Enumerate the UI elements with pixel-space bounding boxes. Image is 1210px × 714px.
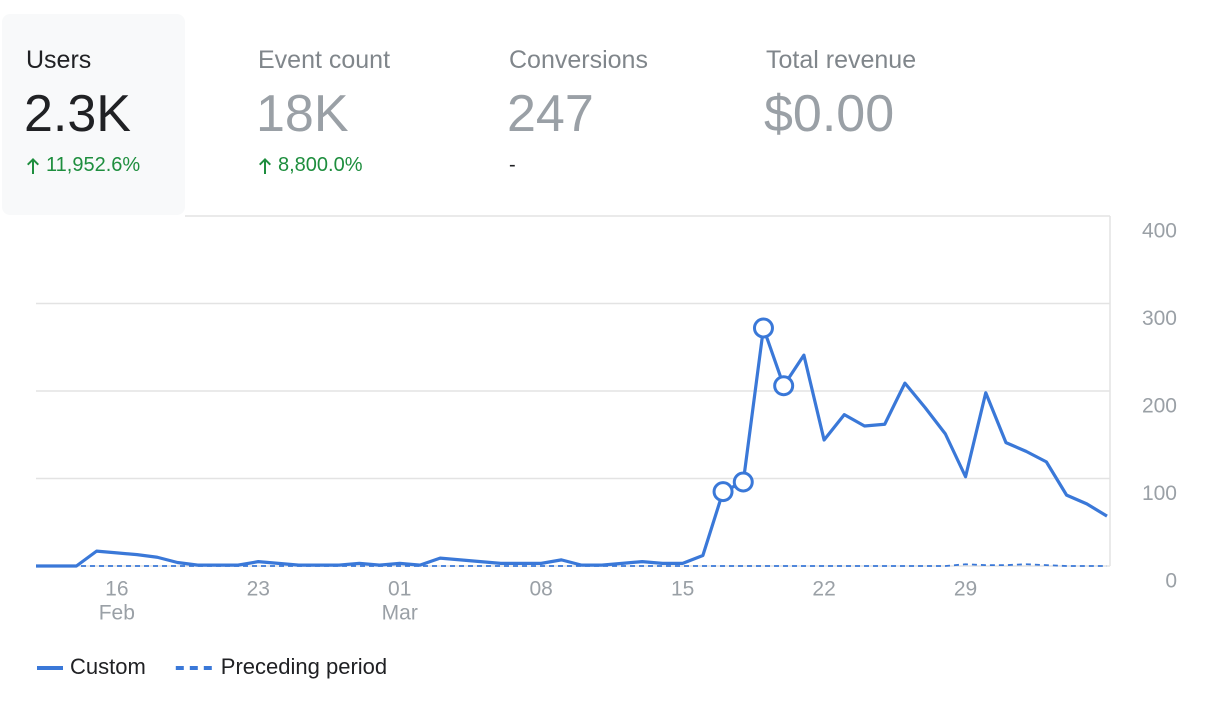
x-tick-month: Mar [382,602,418,625]
metric-label: Conversions [509,46,648,74]
metric-value: 247 [507,85,594,143]
x-tick-label: 08 [530,578,553,601]
metric-change-text: 11,952.6% [46,154,141,176]
highlight-point [732,471,754,493]
metric-card[interactable]: Total revenue $0.00 [742,14,992,215]
y-tick-label: 0 [1165,570,1177,593]
x-tick-label: 23 [247,578,270,601]
legend-item: Preceding period [175,654,387,679]
y-tick-label: 300 [1142,307,1177,330]
metric-change: 8,800.0% [258,154,363,177]
metric-card[interactable]: Conversions 247 - [485,14,725,215]
metric-value: 2.3K [24,85,131,143]
x-tick-label: 01 [388,578,411,601]
x-tick-label: 16 [105,578,128,601]
x-tick-label: 22 [812,578,835,601]
metric-change-text: 8,800.0% [278,154,363,176]
series-line [36,563,1107,567]
x-tick-month: Feb [99,602,135,625]
metric-change-text: - [509,154,516,176]
metric-change: - [509,154,516,177]
up-arrow [259,157,271,174]
highlight-point [712,481,734,503]
legend-label: Preceding period [221,654,387,679]
legend-label: Custom [70,654,146,679]
legend-item: Custom [37,654,146,679]
y-tick-label: 100 [1142,482,1177,505]
y-tick-label: 200 [1142,395,1177,418]
metric-card[interactable]: Event count 18K 8,800.0% [234,14,464,215]
up-arrow [27,157,39,174]
x-tick-label: 29 [954,578,977,601]
metric-label: Users [26,46,92,74]
metric-value: 18K [256,85,349,143]
metric-card[interactable]: Users 2.3K 11,952.6% [2,14,185,215]
metric-value: $0.00 [764,85,895,143]
metric-label: Event count [258,46,391,74]
y-tick-label: 400 [1142,220,1177,243]
highlight-point [773,375,795,397]
metric-label: Total revenue [766,46,917,74]
x-tick-label: 15 [671,578,694,601]
highlight-point [752,317,774,339]
series-line [36,326,1108,568]
metric-change: 11,952.6% [26,154,140,177]
